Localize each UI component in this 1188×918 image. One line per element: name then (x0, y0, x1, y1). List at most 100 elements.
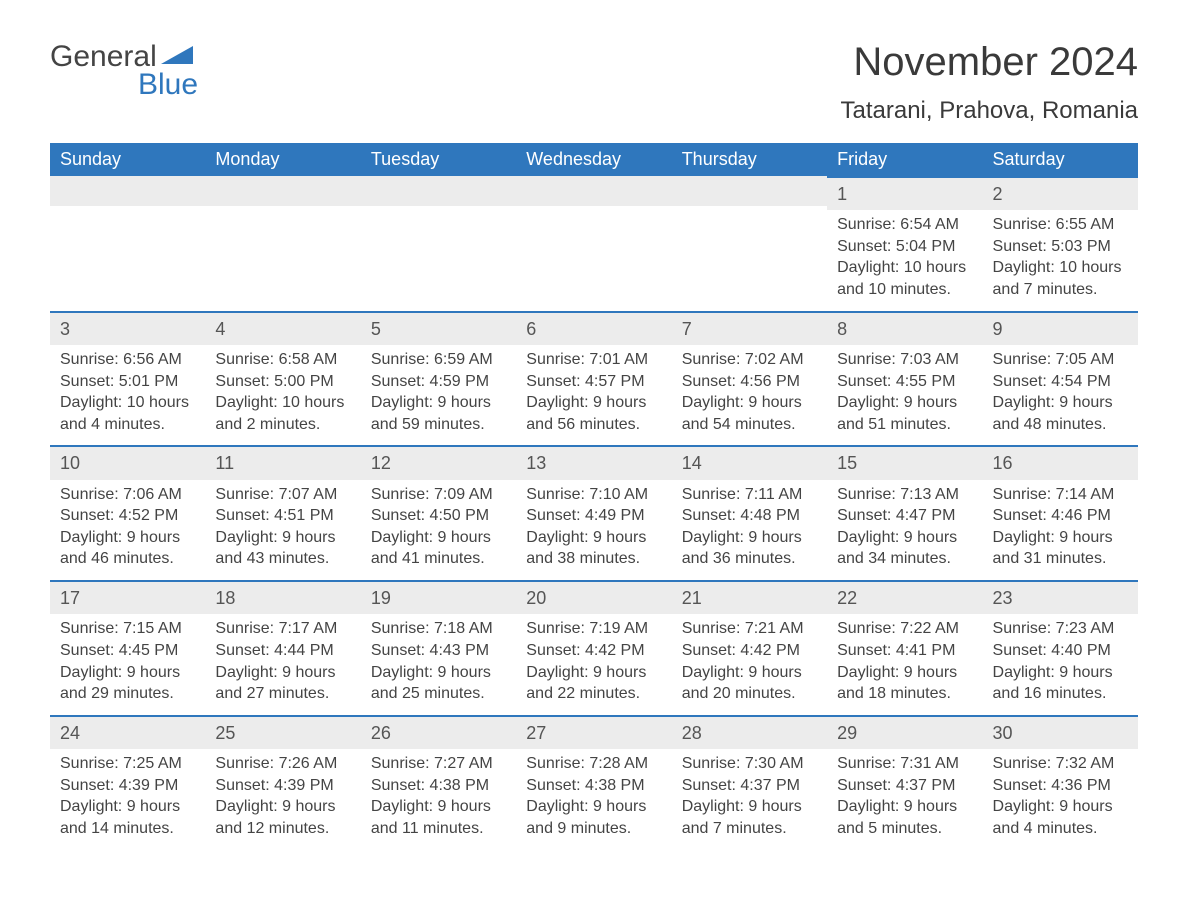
calendar-cell: 21Sunrise: 7:21 AMSunset: 4:42 PMDayligh… (672, 580, 827, 715)
calendar-cell: 1Sunrise: 6:54 AMSunset: 5:04 PMDaylight… (827, 176, 982, 311)
sunset-line: Sunset: 4:56 PM (682, 371, 817, 393)
daylight-line: Daylight: 9 hours and 43 minutes. (215, 527, 350, 570)
sunset-line: Sunset: 4:44 PM (215, 640, 350, 662)
day-number: 1 (827, 176, 982, 210)
day-body: Sunrise: 7:32 AMSunset: 4:36 PMDaylight:… (983, 749, 1138, 849)
day-number: 14 (672, 445, 827, 479)
sunset-line: Sunset: 5:04 PM (837, 236, 972, 258)
day-body: Sunrise: 7:09 AMSunset: 4:50 PMDaylight:… (361, 480, 516, 580)
daylight-line: Daylight: 9 hours and 11 minutes. (371, 796, 506, 839)
calendar-cell: 19Sunrise: 7:18 AMSunset: 4:43 PMDayligh… (361, 580, 516, 715)
daylight-line: Daylight: 9 hours and 25 minutes. (371, 662, 506, 705)
day-number: 10 (50, 445, 205, 479)
sunrise-line: Sunrise: 7:14 AM (993, 484, 1128, 506)
sunset-line: Sunset: 4:41 PM (837, 640, 972, 662)
sunrise-line: Sunrise: 7:23 AM (993, 618, 1128, 640)
sunrise-line: Sunrise: 7:02 AM (682, 349, 817, 371)
daylight-line: Daylight: 9 hours and 29 minutes. (60, 662, 195, 705)
weekday-header: Tuesday (361, 143, 516, 176)
logo-word-blue: Blue (138, 68, 198, 102)
daylight-line: Daylight: 9 hours and 9 minutes. (526, 796, 661, 839)
calendar-cell: 7Sunrise: 7:02 AMSunset: 4:56 PMDaylight… (672, 311, 827, 446)
day-number: 18 (205, 580, 360, 614)
day-body: Sunrise: 7:26 AMSunset: 4:39 PMDaylight:… (205, 749, 360, 849)
daylight-line: Daylight: 9 hours and 7 minutes. (682, 796, 817, 839)
daylight-line: Daylight: 9 hours and 20 minutes. (682, 662, 817, 705)
day-body: Sunrise: 6:59 AMSunset: 4:59 PMDaylight:… (361, 345, 516, 445)
calendar-cell: 5Sunrise: 6:59 AMSunset: 4:59 PMDaylight… (361, 311, 516, 446)
day-body: Sunrise: 7:11 AMSunset: 4:48 PMDaylight:… (672, 480, 827, 580)
daylight-line: Daylight: 9 hours and 27 minutes. (215, 662, 350, 705)
sunrise-line: Sunrise: 7:11 AM (682, 484, 817, 506)
logo: General Blue (50, 40, 198, 102)
sunset-line: Sunset: 4:38 PM (526, 775, 661, 797)
calendar-cell: 9Sunrise: 7:05 AMSunset: 4:54 PMDaylight… (983, 311, 1138, 446)
calendar-cell: 13Sunrise: 7:10 AMSunset: 4:49 PMDayligh… (516, 445, 671, 580)
calendar-cell: 6Sunrise: 7:01 AMSunset: 4:57 PMDaylight… (516, 311, 671, 446)
day-body: Sunrise: 7:17 AMSunset: 4:44 PMDaylight:… (205, 614, 360, 714)
calendar-cell: 8Sunrise: 7:03 AMSunset: 4:55 PMDaylight… (827, 311, 982, 446)
calendar-cell (50, 176, 205, 311)
sunset-line: Sunset: 4:43 PM (371, 640, 506, 662)
day-body: Sunrise: 7:23 AMSunset: 4:40 PMDaylight:… (983, 614, 1138, 714)
sunrise-line: Sunrise: 7:15 AM (60, 618, 195, 640)
calendar-cell: 12Sunrise: 7:09 AMSunset: 4:50 PMDayligh… (361, 445, 516, 580)
header: General Blue November 2024 Tatarani, Pra… (50, 40, 1138, 125)
day-number: 24 (50, 715, 205, 749)
day-body: Sunrise: 7:10 AMSunset: 4:49 PMDaylight:… (516, 480, 671, 580)
weekday-header: Friday (827, 143, 982, 176)
sunrise-line: Sunrise: 7:26 AM (215, 753, 350, 775)
sunrise-line: Sunrise: 7:31 AM (837, 753, 972, 775)
empty-cell (205, 176, 360, 206)
sunrise-line: Sunrise: 7:07 AM (215, 484, 350, 506)
day-number: 8 (827, 311, 982, 345)
day-body: Sunrise: 7:14 AMSunset: 4:46 PMDaylight:… (983, 480, 1138, 580)
sunset-line: Sunset: 4:48 PM (682, 505, 817, 527)
day-number: 20 (516, 580, 671, 614)
daylight-line: Daylight: 10 hours and 7 minutes. (993, 257, 1128, 300)
day-body: Sunrise: 7:13 AMSunset: 4:47 PMDaylight:… (827, 480, 982, 580)
sunset-line: Sunset: 5:03 PM (993, 236, 1128, 258)
day-body: Sunrise: 7:01 AMSunset: 4:57 PMDaylight:… (516, 345, 671, 445)
weekday-header: Thursday (672, 143, 827, 176)
calendar-cell (361, 176, 516, 311)
day-body: Sunrise: 7:19 AMSunset: 4:42 PMDaylight:… (516, 614, 671, 714)
calendar-table: SundayMondayTuesdayWednesdayThursdayFrid… (50, 143, 1138, 849)
day-body: Sunrise: 7:22 AMSunset: 4:41 PMDaylight:… (827, 614, 982, 714)
calendar-cell: 18Sunrise: 7:17 AMSunset: 4:44 PMDayligh… (205, 580, 360, 715)
daylight-line: Daylight: 9 hours and 16 minutes. (993, 662, 1128, 705)
day-body: Sunrise: 7:28 AMSunset: 4:38 PMDaylight:… (516, 749, 671, 849)
calendar-cell: 22Sunrise: 7:22 AMSunset: 4:41 PMDayligh… (827, 580, 982, 715)
calendar-cell: 23Sunrise: 7:23 AMSunset: 4:40 PMDayligh… (983, 580, 1138, 715)
daylight-line: Daylight: 9 hours and 41 minutes. (371, 527, 506, 570)
calendar-cell: 28Sunrise: 7:30 AMSunset: 4:37 PMDayligh… (672, 715, 827, 850)
daylight-line: Daylight: 10 hours and 10 minutes. (837, 257, 972, 300)
day-number: 26 (361, 715, 516, 749)
day-number: 22 (827, 580, 982, 614)
sunset-line: Sunset: 4:42 PM (682, 640, 817, 662)
calendar-cell: 17Sunrise: 7:15 AMSunset: 4:45 PMDayligh… (50, 580, 205, 715)
day-body: Sunrise: 7:30 AMSunset: 4:37 PMDaylight:… (672, 749, 827, 849)
day-body: Sunrise: 7:18 AMSunset: 4:43 PMDaylight:… (361, 614, 516, 714)
calendar-cell (672, 176, 827, 311)
daylight-line: Daylight: 9 hours and 4 minutes. (993, 796, 1128, 839)
sunset-line: Sunset: 4:50 PM (371, 505, 506, 527)
sunrise-line: Sunrise: 7:01 AM (526, 349, 661, 371)
sunset-line: Sunset: 4:39 PM (60, 775, 195, 797)
sunset-line: Sunset: 4:45 PM (60, 640, 195, 662)
daylight-line: Daylight: 9 hours and 12 minutes. (215, 796, 350, 839)
day-body: Sunrise: 6:54 AMSunset: 5:04 PMDaylight:… (827, 210, 982, 310)
empty-cell (516, 176, 671, 206)
sunset-line: Sunset: 4:51 PM (215, 505, 350, 527)
day-number: 29 (827, 715, 982, 749)
sunset-line: Sunset: 4:49 PM (526, 505, 661, 527)
weekday-header: Monday (205, 143, 360, 176)
sunrise-line: Sunrise: 6:58 AM (215, 349, 350, 371)
sunrise-line: Sunrise: 7:06 AM (60, 484, 195, 506)
daylight-line: Daylight: 9 hours and 31 minutes. (993, 527, 1128, 570)
sunset-line: Sunset: 4:36 PM (993, 775, 1128, 797)
day-body: Sunrise: 6:55 AMSunset: 5:03 PMDaylight:… (983, 210, 1138, 310)
sunrise-line: Sunrise: 6:59 AM (371, 349, 506, 371)
sunrise-line: Sunrise: 6:54 AM (837, 214, 972, 236)
calendar-cell: 16Sunrise: 7:14 AMSunset: 4:46 PMDayligh… (983, 445, 1138, 580)
